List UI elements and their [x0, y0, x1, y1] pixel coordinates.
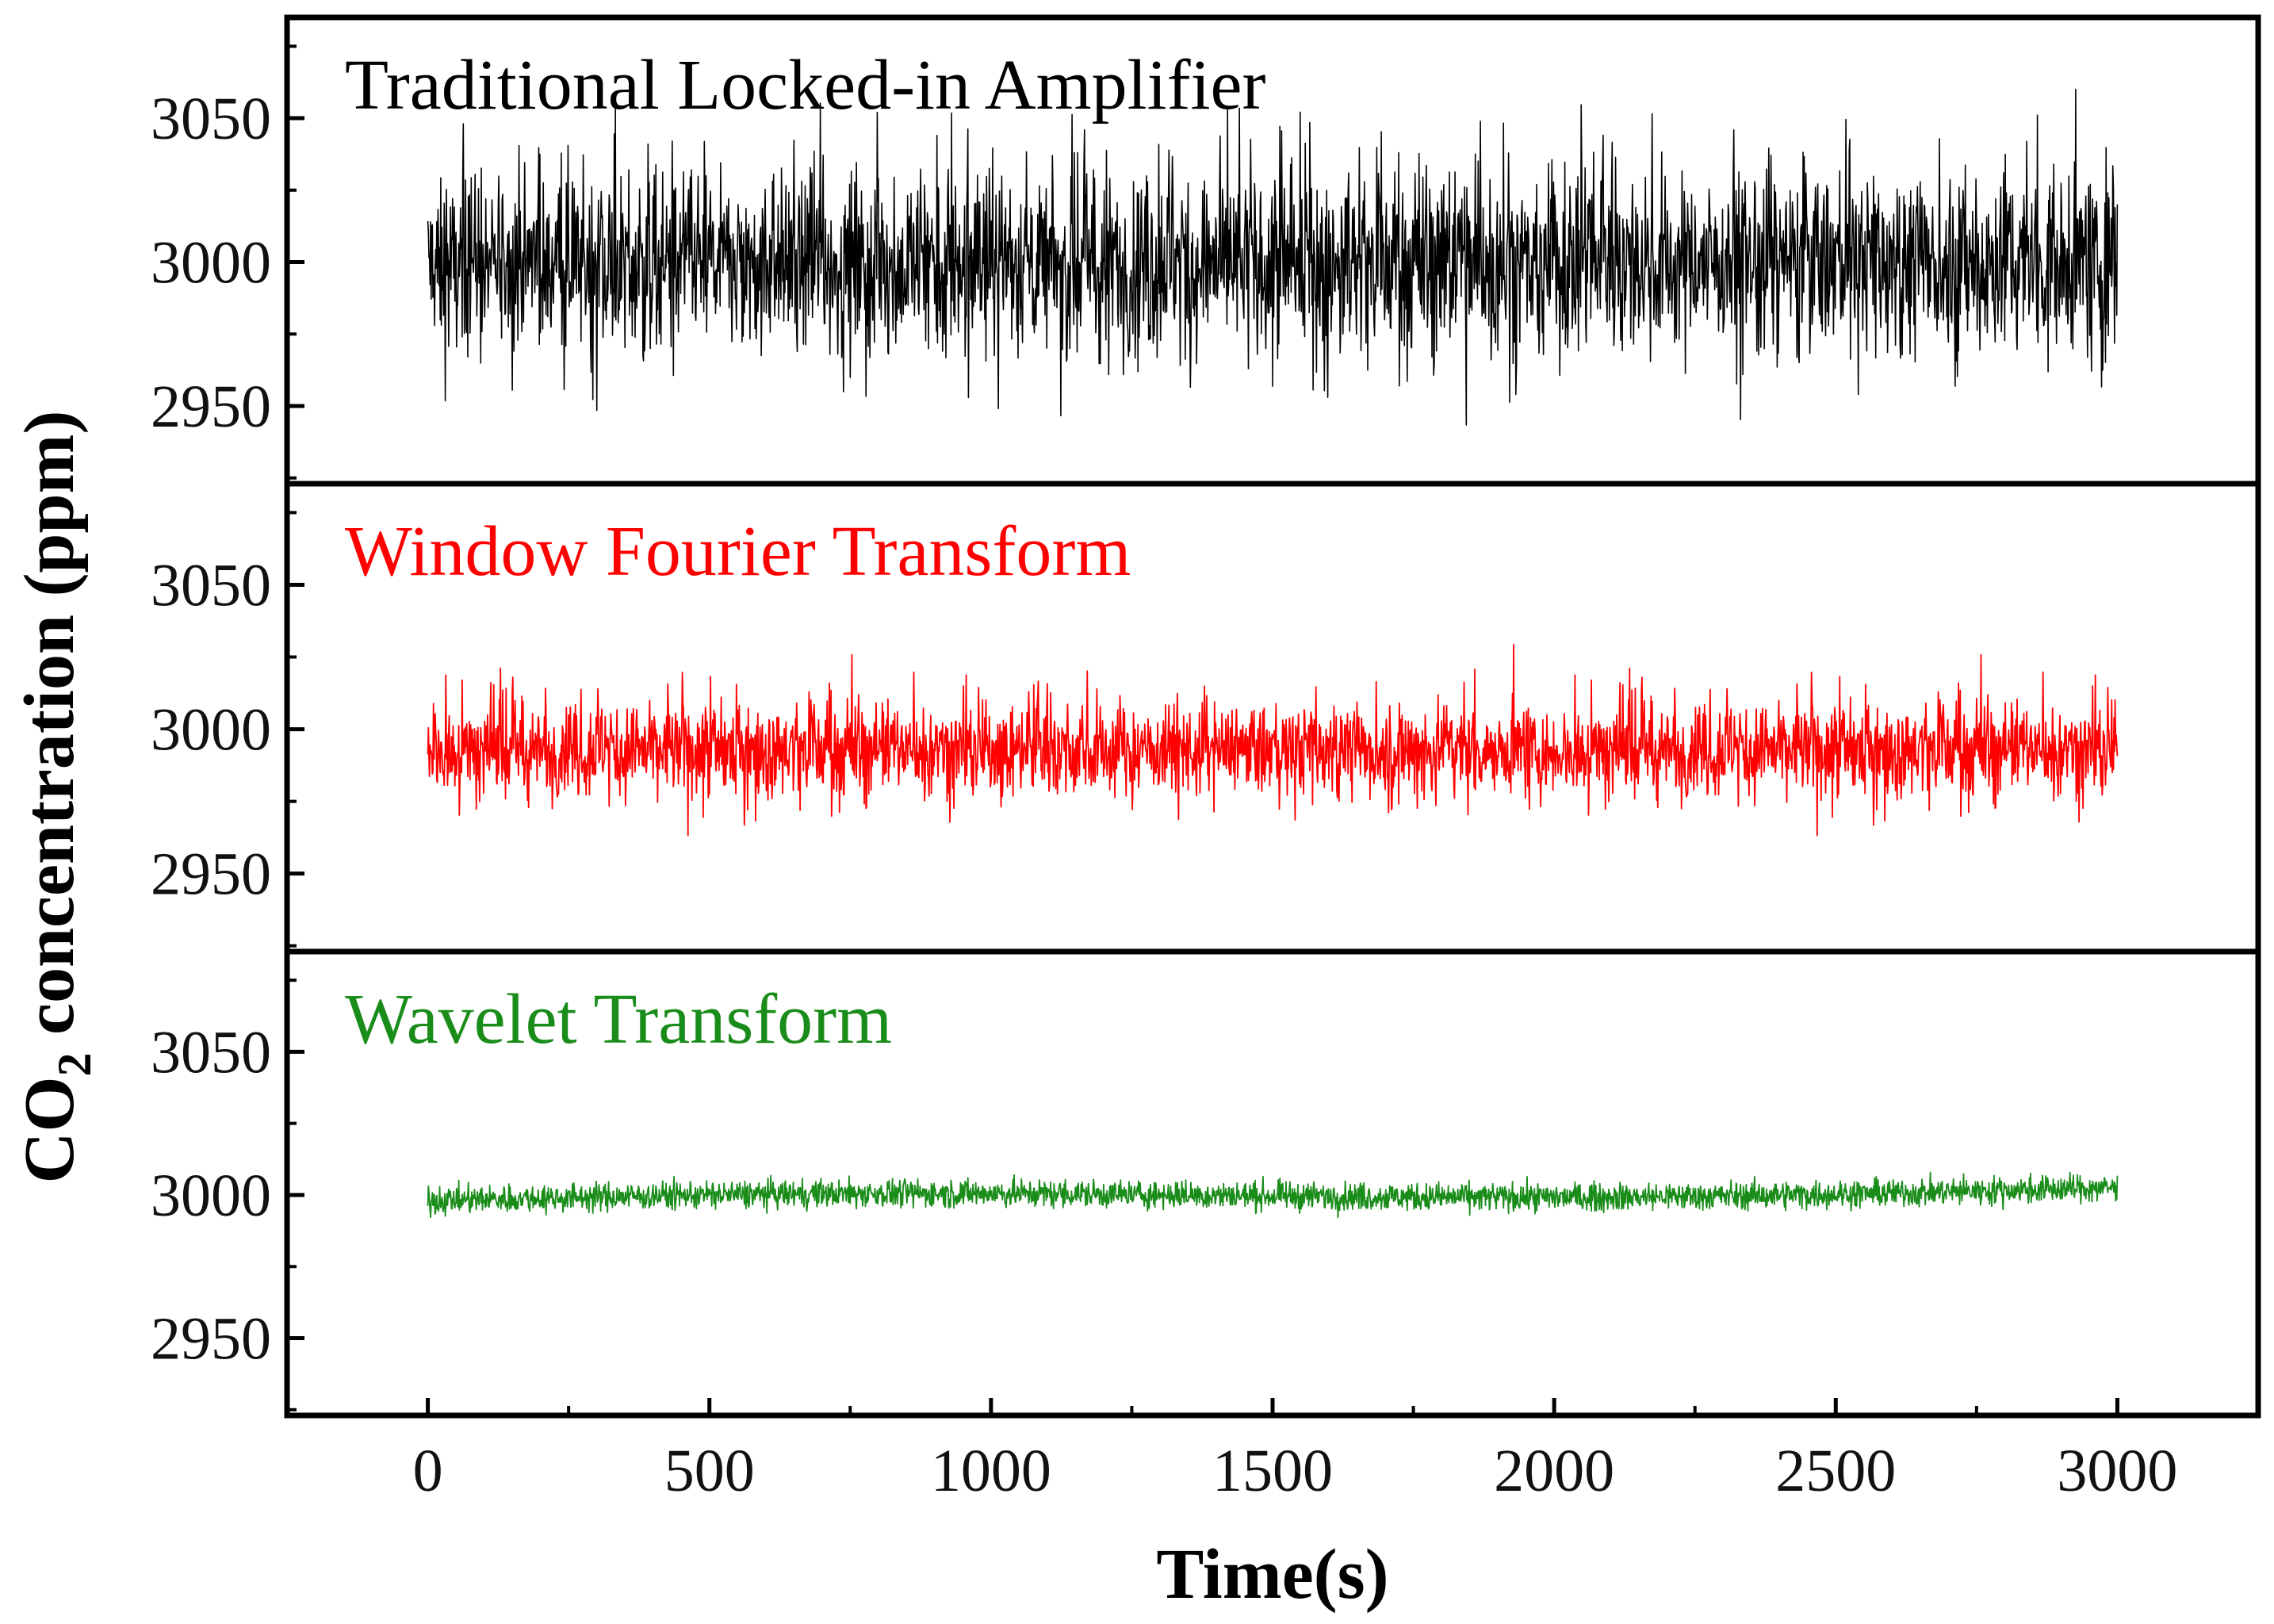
series-line-3	[427, 1171, 2119, 1219]
series-line-1	[427, 88, 2119, 426]
x-tick-label-2000: 2000	[1494, 1438, 1614, 1504]
panel-label-2: Window Fourier Transform	[345, 512, 1131, 591]
y-axis-title-main: CO	[10, 1076, 89, 1183]
y-tick-label-3-2950: 2950	[151, 1306, 271, 1373]
y-axis-title: CO2 concentration (ppm)	[10, 411, 101, 1184]
panel-label-3: Wavelet Transform	[345, 980, 892, 1059]
x-tick-label-2500: 2500	[1775, 1438, 1896, 1504]
y-tick-label-2-3000: 3000	[151, 697, 271, 764]
y-tick-label-3-3050: 3050	[151, 1019, 271, 1086]
panel-3: 2950 3000 3050 Wavelet Transform	[151, 948, 2261, 1419]
y-tick-label-1-3000: 3000	[151, 230, 271, 297]
x-tick-label-0: 0	[413, 1438, 443, 1504]
y-axis-title-rest: concentration (ppm)	[10, 411, 89, 1053]
x-tick-label-3000: 3000	[2057, 1438, 2177, 1504]
panel-2: 2950 3000 3050 Window Fourier Transform	[151, 481, 2261, 955]
x-tick-label-1500: 1500	[1212, 1438, 1333, 1504]
x-axis: 0 500 1000 1500 2000 2500 3000	[413, 1398, 2177, 1504]
y-tick-label-1-3050: 3050	[151, 86, 271, 152]
x-tick-label-1000: 1000	[931, 1438, 1051, 1504]
x-tick-label-500: 500	[664, 1438, 755, 1504]
panel-label-1: Traditional Locked-in Amplifier	[345, 46, 1266, 124]
series-line-2	[427, 644, 2119, 837]
y-tick-label-1-2950: 2950	[151, 373, 271, 440]
y-tick-label-2-2950: 2950	[151, 841, 271, 908]
x-axis-title: Time(s)	[1156, 1535, 1388, 1614]
y-tick-label-2-3050: 3050	[151, 552, 271, 619]
panel-1: 2950 3000 3050 Traditional Locked-in Amplif…	[151, 14, 2261, 487]
y-axis-title-sub: 2	[48, 1052, 101, 1076]
y-tick-label-3-3000: 3000	[151, 1162, 271, 1229]
